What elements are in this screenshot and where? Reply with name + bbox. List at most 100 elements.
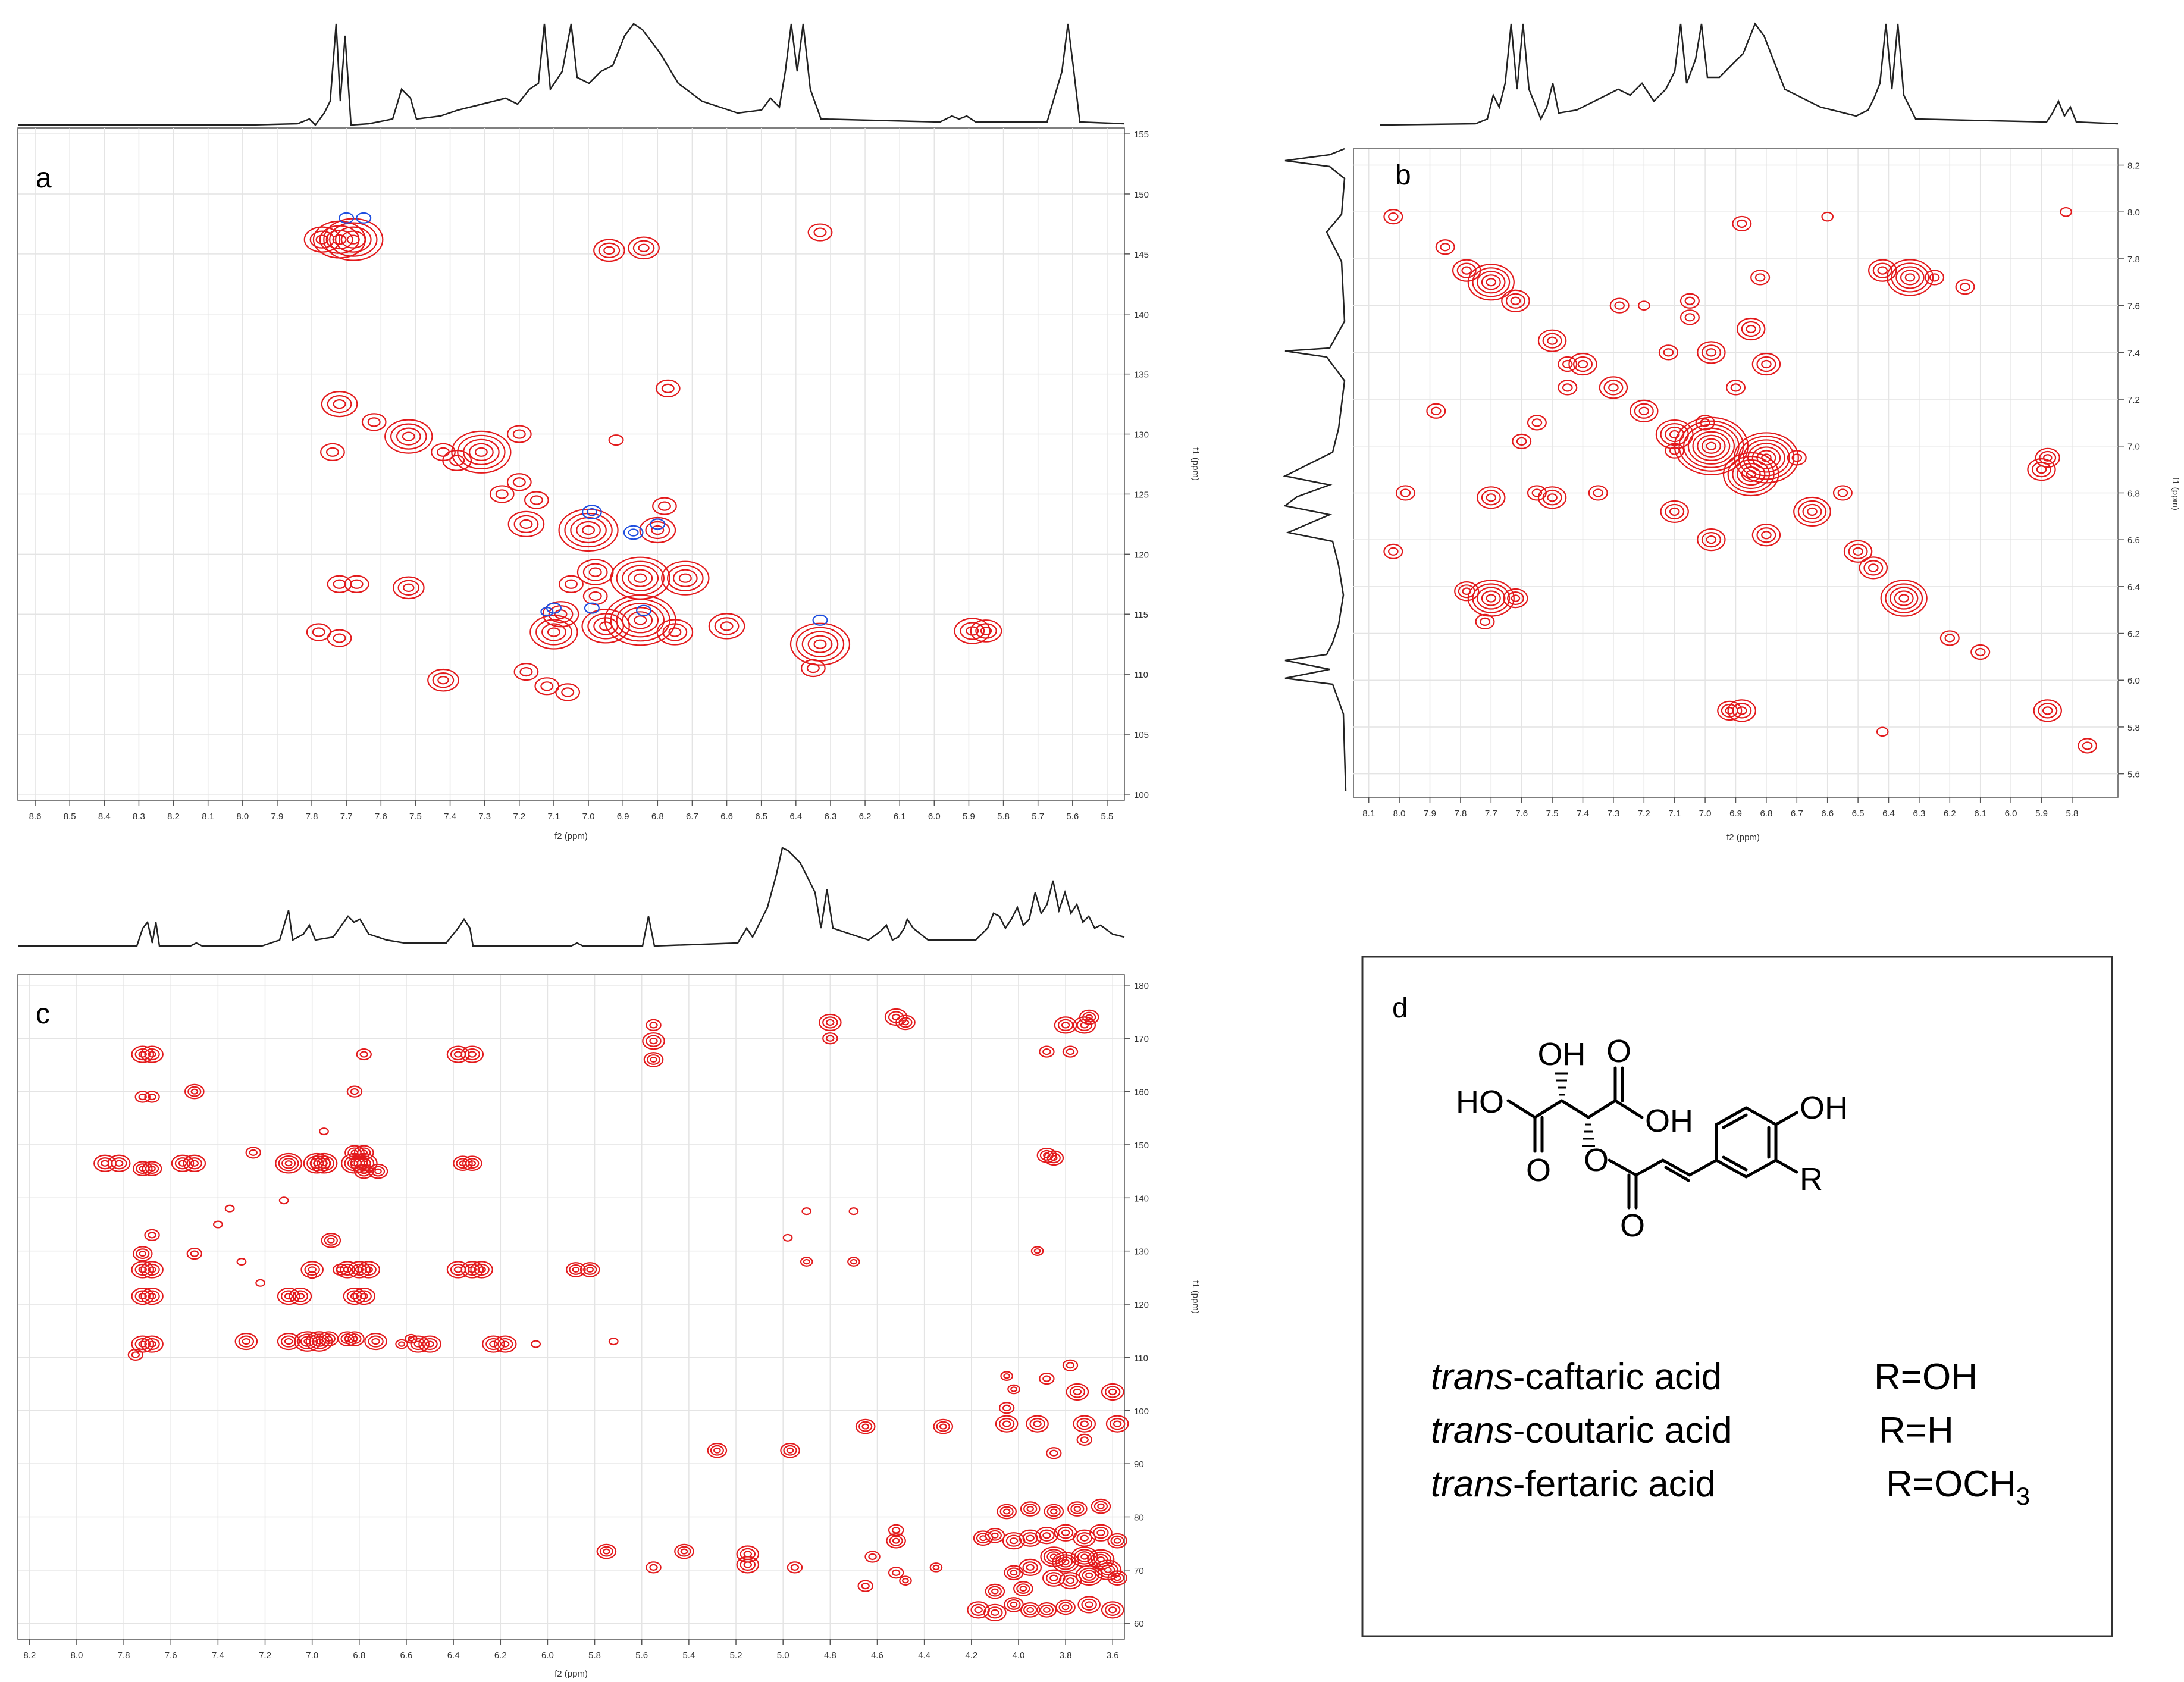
correlation-peak <box>1843 540 1873 563</box>
correlation-peak <box>707 1442 728 1458</box>
correlation-peak <box>1007 1384 1020 1395</box>
correlation-peak <box>1070 1546 1098 1567</box>
correlation-peak <box>310 1152 338 1174</box>
correlation-peak <box>1073 1415 1096 1433</box>
panel-a: 8.6 8.5 8.4 8.3 8.2 8.1 8.0 7.9 7.8 7.7 7.6 7.5 7.4 7… <box>17 23 1201 841</box>
correlation-peak <box>507 510 545 537</box>
panel-c-label: c <box>36 998 50 1030</box>
x-tick-label: 6.5 <box>755 812 767 822</box>
x-tick-label: 7.2 <box>513 812 525 822</box>
correlation-peak <box>1736 317 1766 341</box>
correlation-peak <box>639 516 676 544</box>
correlation-peak <box>656 619 694 646</box>
correlation-peak <box>661 560 710 596</box>
correlation-peak <box>646 1561 662 1574</box>
x-tick-label: 7.5 <box>1546 809 1559 819</box>
correlation-peak-negative <box>636 604 652 616</box>
compound-fertaric-r: R=OCH3 <box>1886 1464 2030 1510</box>
correlation-peak <box>1101 1383 1124 1401</box>
correlation-peak <box>1821 211 1834 222</box>
x-tick-label: 6.2 <box>1944 809 1956 819</box>
x-tick-label: 7.0 <box>1699 809 1712 819</box>
correlation-peak <box>234 1332 258 1351</box>
correlation-peak <box>489 485 515 503</box>
y-tick-label: 8.2 <box>2127 161 2140 171</box>
correlation-peak <box>819 1013 842 1032</box>
x-tick-label: 5.2 <box>730 1650 742 1661</box>
correlation-peak <box>559 575 584 593</box>
x-tick-label: 7.2 <box>1638 809 1650 819</box>
correlation-peak <box>140 1045 164 1063</box>
panel-a-1d-spectrum <box>18 23 1125 126</box>
correlation-peak <box>1036 1602 1057 1618</box>
correlation-peak <box>1660 500 1689 524</box>
x-tick-label: 8.1 <box>202 812 214 822</box>
correlation-peak <box>513 662 539 681</box>
correlation-peak <box>1107 1570 1127 1586</box>
correlation-peak <box>1558 380 1578 396</box>
atom-oh-ring: OH <box>1800 1090 1848 1126</box>
correlation-peak <box>431 443 456 461</box>
y-tick-label: 120 <box>1134 550 1149 560</box>
y-tick-label: 6.6 <box>2127 535 2140 546</box>
correlation-peak <box>555 683 581 701</box>
y-tick-label: 150 <box>1134 1141 1149 1151</box>
y-tick-label: 135 <box>1134 370 1149 380</box>
compound-caftaric: trans-caftaric acid <box>1431 1357 1722 1398</box>
correlation-peak <box>1054 1016 1077 1034</box>
panel-d: d <box>1361 956 2113 1637</box>
correlation-peak <box>855 1418 876 1434</box>
correlation-peak <box>1435 239 1455 255</box>
stereo-bonds <box>1555 1072 1595 1147</box>
correlation-peak <box>418 1335 441 1353</box>
correlation-peak <box>1452 259 1481 282</box>
correlation-peak <box>405 1333 418 1344</box>
y-tick-label: 90 <box>1134 1459 1144 1470</box>
x-tick-label: 6.1 <box>1974 809 1986 819</box>
correlation-peak <box>1638 300 1650 311</box>
y-tick-label: 7.8 <box>2127 255 2140 265</box>
correlation-peak <box>347 1261 371 1279</box>
correlation-peak <box>529 615 578 650</box>
correlation-peak <box>327 629 352 647</box>
correlation-peak <box>395 1339 408 1349</box>
correlation-peak <box>1868 259 1897 282</box>
y-tick-label: 7.6 <box>2127 302 2140 312</box>
x-tick-label: 4.0 <box>1012 1650 1024 1661</box>
correlation-peak <box>579 1262 600 1277</box>
correlation-peak <box>131 1288 155 1305</box>
panel-b-top-1d-spectrum <box>1380 22 2119 126</box>
panel-a-x-ticks: 8.6 8.5 8.4 8.3 8.2 8.1 8.0 7.9 7.8 7.7 7.6 7.5 7.4 7… <box>29 800 1113 822</box>
correlation-peak <box>321 1233 341 1248</box>
correlation-peak <box>352 1288 376 1305</box>
y-tick-label: 130 <box>1134 430 1149 440</box>
x-tick-label: 8.0 <box>71 1650 83 1661</box>
correlation-peak <box>1717 700 1743 721</box>
x-tick-label: 6.4 <box>789 812 802 822</box>
y-tick-label: 8.0 <box>2127 208 2140 218</box>
correlation-peak <box>1055 1599 1076 1615</box>
correlation-peak <box>1044 1504 1064 1520</box>
x-tick-label: 7.9 <box>1424 809 1436 819</box>
correlation-peak <box>1695 415 1715 431</box>
atom-oh-right: OH <box>1645 1103 1693 1139</box>
x-tick-label: 6.6 <box>1821 809 1834 819</box>
correlation-peak <box>970 619 1002 643</box>
x-tick-label: 5.8 <box>997 812 1010 822</box>
panel-b-grid <box>1353 149 2118 797</box>
panel-c-ylabel: f1 (ppm) <box>1190 1280 1201 1314</box>
x-tick-label: 4.8 <box>824 1650 836 1661</box>
correlation-peak <box>356 1048 372 1061</box>
panel-b-label: b <box>1395 159 1411 191</box>
correlation-peak <box>2033 699 2062 722</box>
correlation-peak <box>1726 380 1746 396</box>
panel-a-label: a <box>36 162 52 194</box>
x-tick-label: 5.6 <box>635 1650 648 1661</box>
correlation-peak <box>1925 270 1945 286</box>
correlation-peak <box>1599 376 1628 399</box>
y-tick-label: 155 <box>1134 130 1149 140</box>
x-tick-label: 5.4 <box>682 1650 695 1661</box>
y-tick-label: 60 <box>1134 1619 1144 1629</box>
correlation-peak <box>848 1207 859 1216</box>
correlation-peak <box>1020 1602 1041 1618</box>
